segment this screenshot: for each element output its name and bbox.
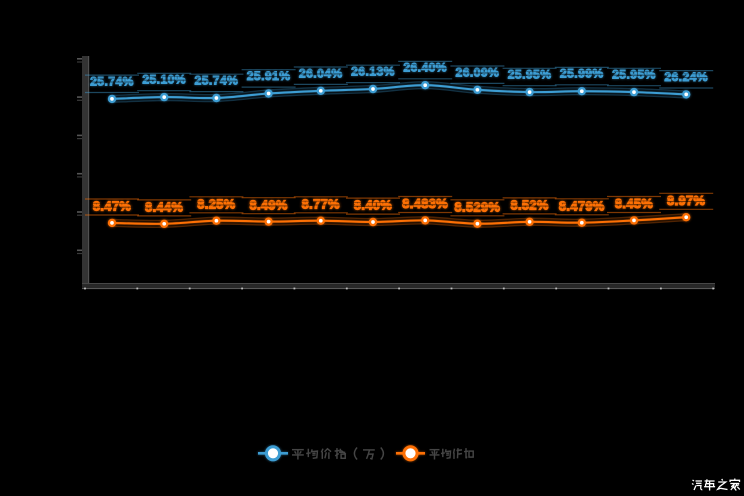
svg-text:8.77%: 8.77% [302,196,341,211]
svg-text:8.52%: 8.52% [510,198,549,213]
svg-text:8.483%: 8.483% [402,196,448,211]
svg-text:25.74%: 25.74% [90,74,134,88]
svg-text:25.91%: 25.91% [247,69,291,83]
svg-text:26.09%: 26.09% [456,65,500,79]
svg-text:25.95%: 25.95% [612,68,656,82]
svg-text:8.479%: 8.479% [559,198,605,213]
svg-text:26.13%: 26.13% [351,65,395,79]
svg-text:25.99%: 25.99% [560,67,604,81]
svg-text:8.52%: 8.52% [510,198,549,213]
svg-text:8.44%: 8.44% [145,200,184,215]
svg-text:8.479%: 8.479% [559,198,605,213]
svg-text:8.97%: 8.97% [667,193,706,208]
svg-text:8.40%: 8.40% [354,198,393,213]
svg-text:26.24%: 26.24% [664,70,708,84]
svg-text:8.77%: 8.77% [302,196,341,211]
svg-text:8.40%: 8.40% [354,198,393,213]
svg-text:8.97%: 8.97% [667,193,706,208]
svg-text:8.45%: 8.45% [615,196,654,211]
svg-text:25.10%: 25.10% [142,73,186,87]
svg-text:8.47%: 8.47% [93,199,132,214]
svg-text:8.483%: 8.483% [402,196,448,211]
svg-text:8.25%: 8.25% [197,196,236,211]
svg-text:8.529%: 8.529% [454,199,500,214]
svg-text:8.47%: 8.47% [93,199,132,214]
svg-text:8.25%: 8.25% [197,196,236,211]
svg-text:8.49%: 8.49% [249,197,288,212]
svg-text:26.40%: 26.40% [403,61,447,75]
svg-text:8.44%: 8.44% [145,200,184,215]
svg-text:25.95%: 25.95% [508,68,552,82]
svg-text:8.49%: 8.49% [249,197,288,212]
svg-text:8.45%: 8.45% [615,196,654,211]
svg-text:26.04%: 26.04% [299,66,343,80]
svg-text:25.74%: 25.74% [195,74,239,88]
svg-text:8.529%: 8.529% [454,199,500,214]
